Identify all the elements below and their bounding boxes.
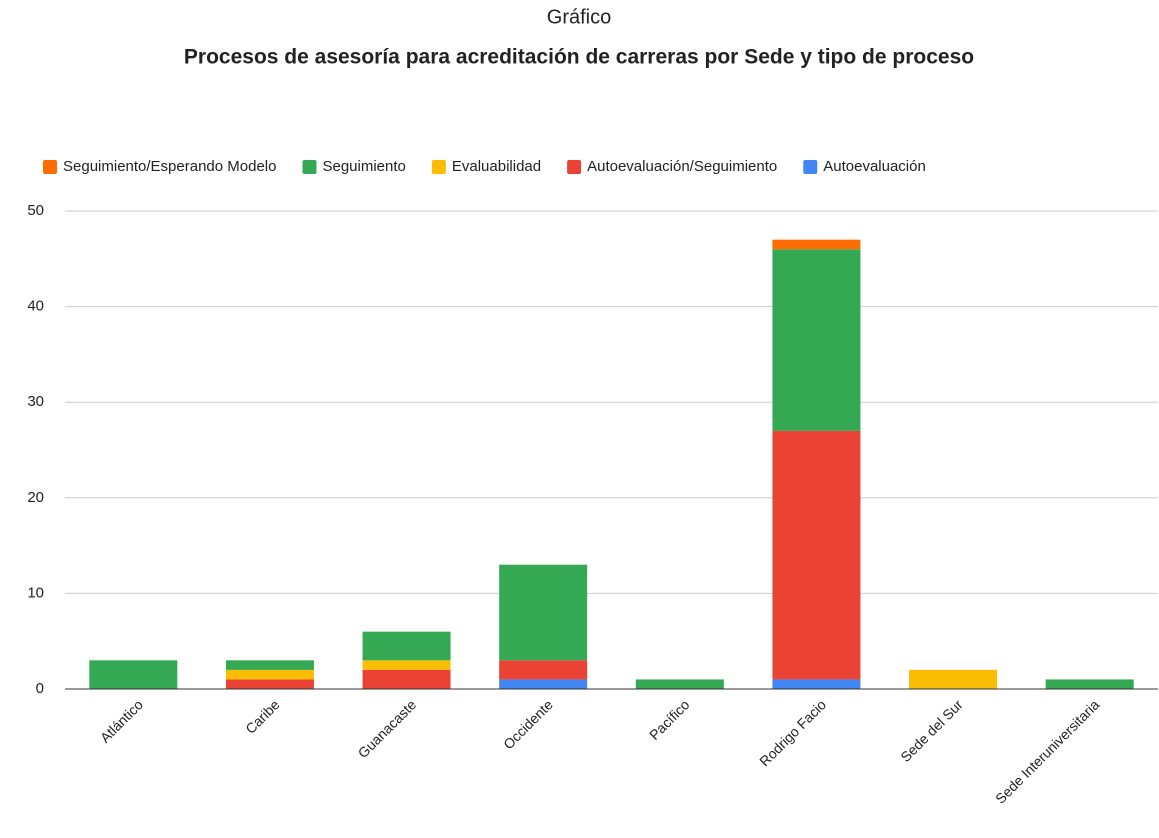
x-tick-label: Rodrigo Facio <box>756 696 829 769</box>
legend-swatch <box>803 160 818 174</box>
legend-swatch <box>567 160 582 174</box>
chart-title: Gráfico <box>547 6 611 28</box>
x-tick-label: Sede del Sur <box>897 696 966 765</box>
bar-segment <box>499 660 588 680</box>
bar-segment <box>635 679 724 689</box>
bar-segment <box>909 669 998 689</box>
y-tick-label: 30 <box>27 393 44 410</box>
chart-subtitle: Procesos de asesoría para acreditación d… <box>184 46 974 69</box>
bar-segment <box>362 669 451 689</box>
legend-label: Seguimiento <box>322 158 405 175</box>
y-tick-label: 10 <box>27 584 44 601</box>
legend-label: Seguimiento/Esperando Modelo <box>63 158 276 175</box>
y-tick-label: 20 <box>27 489 44 506</box>
x-tick-label: Sede Interuniversitaria <box>992 696 1103 807</box>
bar-segment <box>499 679 588 689</box>
bar-segment <box>225 679 314 689</box>
bar-segment <box>89 660 178 689</box>
legend-label: Autoevaluación/Seguimiento <box>587 158 777 175</box>
bar-segment <box>362 631 451 661</box>
y-tick-label: 50 <box>27 202 44 219</box>
bar-segment <box>225 660 314 670</box>
y-tick-label: 0 <box>36 680 44 697</box>
legend-swatch <box>43 160 57 174</box>
x-tick-label: Pacífico <box>646 696 693 743</box>
legend-swatch <box>302 160 317 174</box>
bar-segment <box>772 239 861 250</box>
bar-segment <box>772 679 861 689</box>
legend-swatch <box>431 160 446 174</box>
bar-segment <box>225 669 314 680</box>
y-tick-label: 40 <box>27 298 44 315</box>
legend-label: Autoevaluación <box>823 158 926 175</box>
bar-segment <box>499 564 588 661</box>
bar-segment <box>362 660 451 670</box>
legend-label: Evaluabilidad <box>452 158 541 175</box>
x-tick-label: Atlántico <box>97 696 146 745</box>
x-tick-label: Caribe <box>242 696 283 737</box>
x-tick-label: Guanacaste <box>355 696 420 761</box>
bar-segment <box>772 249 861 431</box>
bar-segment <box>1045 679 1134 689</box>
x-tick-label: Occidente <box>500 696 556 752</box>
bar-segment <box>772 430 861 680</box>
